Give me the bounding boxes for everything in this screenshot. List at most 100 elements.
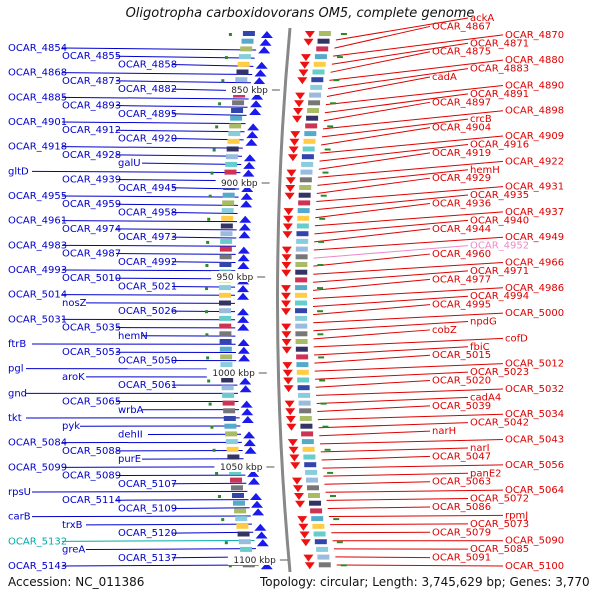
feature-marker: [320, 402, 327, 405]
left-annotation-block: [231, 108, 244, 113]
right-connector-line: [314, 211, 504, 227]
left-gene-label: OCAR_5109: [118, 503, 177, 514]
plus-strand-gene: [290, 462, 301, 470]
right-connector-line: [333, 34, 504, 57]
feature-marker: [210, 425, 214, 429]
left-gene-label: OCAR_5031: [8, 314, 67, 325]
left-connector-line: [61, 47, 257, 51]
right-gene-label: OCAR_4995: [432, 300, 491, 311]
left-gene-label: OCAR_4983: [8, 240, 67, 251]
minus-strand-gene: [238, 223, 251, 231]
right-annotation-block: [295, 262, 308, 267]
right-gene-label: OCAR_5086: [432, 502, 491, 513]
right-connector-line: [330, 51, 431, 73]
feature-marker: [212, 148, 216, 152]
minus-strand-gene: [249, 108, 262, 115]
right-connector-line: [316, 186, 504, 203]
left-annotation-block: [219, 339, 232, 344]
right-connector-line: [321, 455, 431, 461]
right-connector-line: [317, 169, 469, 186]
right-annotation-block: [316, 546, 329, 552]
right-annotation-block: [297, 208, 310, 214]
feature-marker: [224, 56, 228, 60]
left-gene-label: OCAR_5137: [118, 553, 177, 564]
right-gene-label: OCAR_5020: [432, 376, 491, 387]
left-annotation-block: [219, 331, 232, 337]
right-annotation-block: [313, 531, 326, 537]
plus-strand-gene: [281, 262, 292, 269]
right-annotation-block: [296, 231, 309, 237]
left-annotation-block: [236, 523, 249, 529]
right-connector-line: [315, 380, 431, 388]
left-annotation-block: [222, 400, 235, 406]
minus-strand-gene: [237, 246, 250, 254]
plus-strand-gene: [281, 339, 292, 346]
minus-strand-gene: [242, 169, 255, 177]
left-connector-line: [85, 523, 252, 526]
minus-strand-gene: [238, 354, 251, 362]
plus-strand-gene: [304, 562, 315, 570]
right-connector-line: [313, 346, 469, 356]
plus-strand-gene: [293, 108, 304, 115]
feature-marker: [322, 171, 329, 174]
right-annotation-block: [313, 61, 326, 67]
left-gene-label: gnd: [8, 388, 27, 399]
right-gene-label: OCAR_5034: [505, 409, 564, 420]
label-connectors: [25, 17, 504, 567]
minus-strand-gene: [251, 500, 264, 508]
right-gene-label: OCAR_4891: [470, 89, 529, 100]
plus-strand-gene: [281, 246, 292, 254]
right-connector-line: [318, 422, 469, 429]
left-annotation-block: [230, 115, 243, 121]
right-gene-label: OCAR_4994: [470, 291, 529, 302]
left-annotation-block: [223, 408, 236, 414]
left-annotation-block: [221, 385, 234, 391]
right-gene-label: OCAR_5090: [505, 536, 564, 547]
plus-strand-gene: [293, 493, 304, 500]
left-gene-label: OCAR_4912: [62, 125, 121, 136]
right-gene-label: OCAR_4875: [432, 47, 491, 58]
left-annotation-block: [225, 161, 238, 167]
plus-strand-gene: [300, 54, 311, 62]
right-gene-label: cofD: [505, 333, 528, 344]
right-connector-line: [320, 135, 504, 154]
left-annotation-block: [220, 231, 233, 237]
right-annotation-block: [318, 31, 331, 36]
right-annotation-block: [309, 92, 322, 98]
minus-strand-gene: [247, 123, 260, 131]
plus-strand-gene: [284, 400, 295, 408]
right-gene-label: rpmJ: [505, 510, 528, 521]
left-gene-label: OCAR_4854: [8, 43, 67, 54]
left-annotation-block: [242, 31, 255, 36]
right-connector-line: [330, 523, 469, 526]
feature-marker: [327, 471, 334, 474]
tick-label: 850 kbp: [231, 86, 268, 96]
right-annotation-block: [314, 539, 327, 545]
feature-marker: [320, 194, 327, 197]
feature-marker: [206, 356, 210, 360]
right-connector-line: [319, 430, 431, 437]
right-annotation-block: [299, 416, 312, 421]
left-gene-label: OCAR_5026: [118, 306, 177, 317]
minus-strand-gene: [237, 254, 250, 262]
minus-strand-gene: [258, 46, 271, 54]
minus-strand-gene: [254, 523, 267, 531]
right-annotation-block: [310, 84, 323, 90]
left-connector-line: [61, 269, 236, 272]
right-annotation-block: [304, 131, 317, 137]
feature-marker: [319, 217, 326, 220]
plus-strand-gene: [299, 61, 310, 69]
right-annotation-block: [295, 339, 308, 344]
right-gene-label: OCAR_5042: [470, 418, 529, 429]
left-annotation-block: [219, 246, 232, 252]
left-gene-label: OCAR_5084: [8, 438, 67, 449]
left-annotation-block: [222, 200, 235, 206]
right-gene-label: OCAR_4898: [505, 106, 564, 117]
left-gene-label: pyk: [62, 421, 80, 432]
left-connector-line: [115, 105, 248, 108]
left-gene-label: OCAR_4987: [62, 249, 121, 260]
right-connector-line: [323, 101, 431, 122]
left-gene-label: OCAR_5021: [118, 281, 177, 292]
right-connector-line: [319, 143, 469, 162]
plus-strand-gene: [292, 477, 303, 485]
